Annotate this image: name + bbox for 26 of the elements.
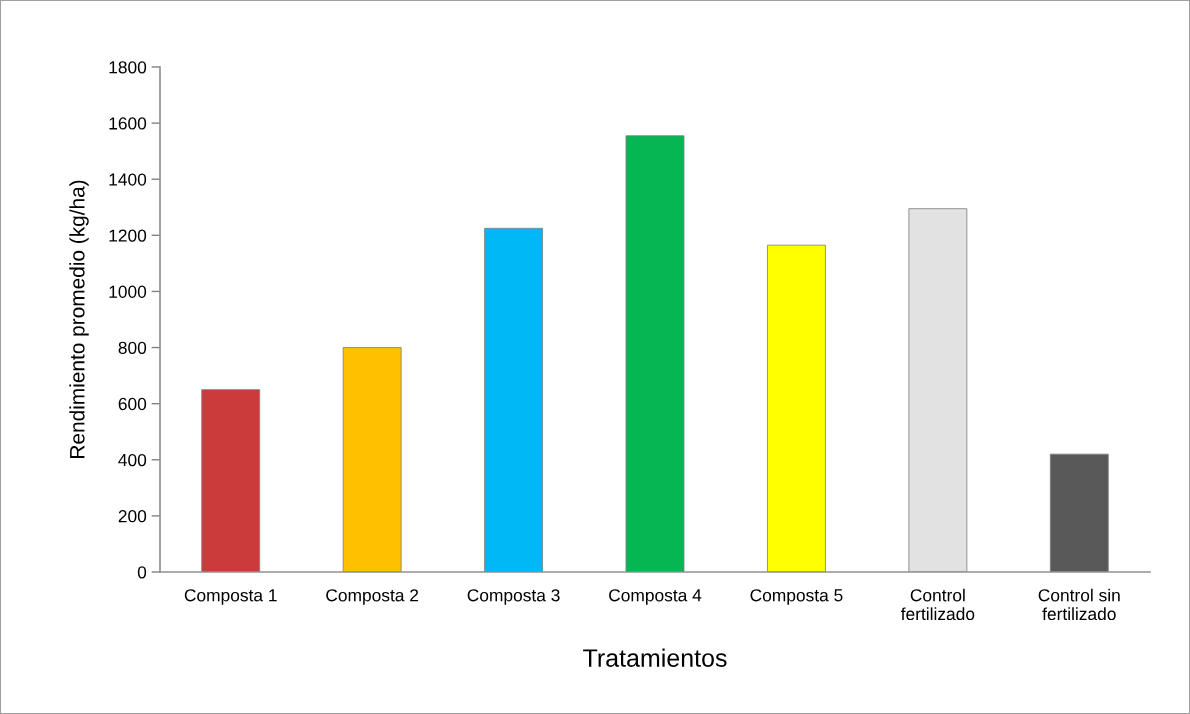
y-axis-title: Rendimiento promedio (kg/ha) [69,180,89,458]
y-tick-label: 600 [118,397,147,411]
y-tick-label: 0 [137,566,147,579]
bar [342,347,402,572]
x-tick-label: Control sin fertilizado [1038,588,1120,621]
bar [201,389,261,572]
y-tick-label: 1000 [109,285,147,298]
y-tick-label: 800 [118,341,147,355]
y-tick-label: 1600 [109,117,147,130]
x-tick-label: Composta 1 [184,589,277,605]
x-tick-label: Composta 2 [326,589,419,605]
bar [484,227,543,572]
bar [908,208,968,572]
y-tick-label: 1200 [109,229,147,242]
x-tick-label: Control fertilizado [900,588,975,621]
y-tick-label: 400 [118,453,147,467]
x-tick-label: Composta 3 [467,589,560,605]
bar [625,135,685,572]
y-tick-label: 1400 [109,173,147,186]
bar [767,244,826,572]
x-tick-label: Composta 4 [609,589,702,605]
bar [1049,453,1109,572]
x-axis-title: Tratamientos [583,648,727,667]
x-tick-label: Composta 5 [750,589,843,605]
y-tick-label: 200 [118,510,147,523]
y-tick-label: 1800 [109,61,147,74]
